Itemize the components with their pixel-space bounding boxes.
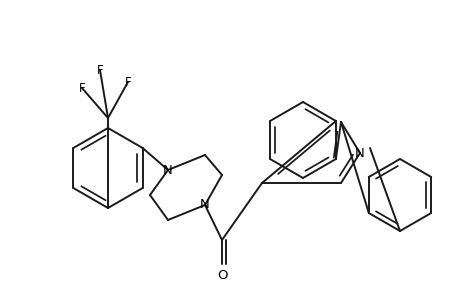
Text: N: N: [163, 164, 173, 176]
Text: F: F: [124, 76, 131, 88]
Text: N: N: [354, 146, 364, 160]
Text: O: O: [217, 269, 228, 282]
Text: F: F: [78, 82, 85, 94]
Text: F: F: [96, 64, 103, 76]
Text: N: N: [200, 199, 209, 212]
